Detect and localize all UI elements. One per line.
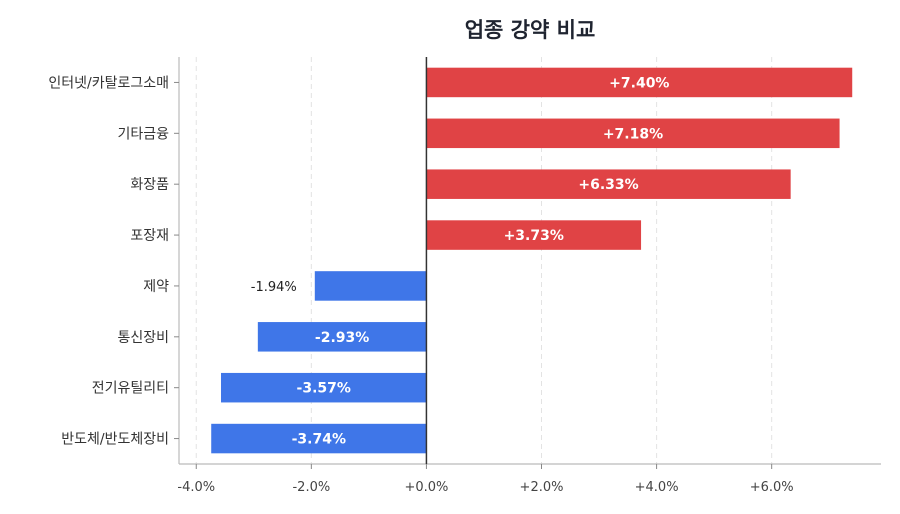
value-label: -3.57% bbox=[297, 381, 351, 397]
bar bbox=[314, 271, 427, 301]
bar bbox=[426, 220, 642, 250]
x-ticks: -4.0% -2.0% +0.0% +2.0% +4.0% +6.0% bbox=[177, 464, 794, 495]
x-tick-label: +0.0% bbox=[404, 480, 448, 495]
x-tick-label: +2.0% bbox=[520, 480, 564, 495]
bar bbox=[426, 169, 791, 199]
category-label: 인터넷/카탈로그소매 bbox=[48, 75, 169, 91]
category-label: 반도체/반도체장비 bbox=[61, 432, 169, 448]
value-label: +7.18% bbox=[603, 126, 663, 142]
bar bbox=[211, 423, 427, 454]
value-label: +3.73% bbox=[504, 228, 564, 244]
category-label: 포장재 bbox=[130, 228, 169, 244]
category-label: 기타금융 bbox=[117, 126, 169, 142]
chart-title: 업종 강약 비교 bbox=[465, 18, 596, 42]
y-categories: 인터넷/카탈로그소매기타금융화장품포장재제약통신장비전기유틸리티반도체/반도체장… bbox=[48, 75, 179, 448]
bar bbox=[426, 67, 853, 98]
value-label: -2.93% bbox=[315, 330, 369, 346]
bars bbox=[211, 67, 853, 454]
value-label: +6.33% bbox=[578, 177, 638, 193]
category-label: 전기유틸리티 bbox=[92, 381, 169, 397]
value-labels: +7.40% +7.18% +6.33% +3.73% -1.94% -2.93% -3.5… bbox=[251, 75, 670, 447]
bar bbox=[257, 322, 427, 352]
category-label: 통신장비 bbox=[117, 330, 169, 346]
grid-lines bbox=[195, 57, 773, 464]
axes bbox=[178, 57, 881, 465]
value-label: +7.40% bbox=[609, 75, 669, 91]
x-tick-label: -4.0% bbox=[177, 480, 215, 495]
bar bbox=[426, 118, 840, 149]
x-tick-label: +4.0% bbox=[635, 480, 679, 495]
value-label: -3.74% bbox=[292, 432, 346, 448]
x-tick-label: -2.0% bbox=[292, 480, 330, 495]
x-tick-label: +6.0% bbox=[750, 480, 794, 495]
category-label: 화장품 bbox=[130, 177, 169, 193]
value-label: -1.94% bbox=[251, 280, 297, 295]
bar bbox=[221, 372, 427, 403]
category-label: 제약 bbox=[143, 279, 169, 295]
